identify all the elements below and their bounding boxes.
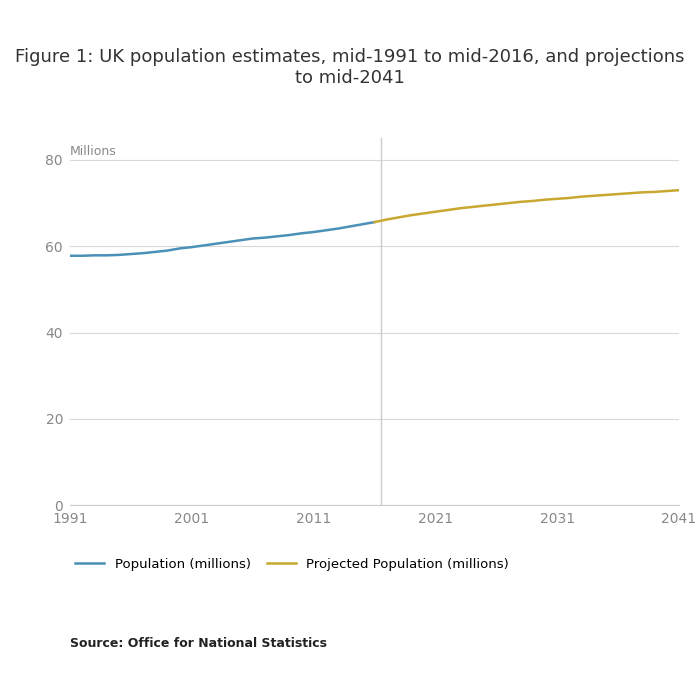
Population (millions) bbox=[334, 224, 342, 233]
Population (millions) bbox=[78, 252, 86, 260]
Projected Population (millions) bbox=[395, 213, 403, 221]
Projected Population (millions) bbox=[650, 188, 659, 196]
Projected Population (millions) bbox=[431, 208, 440, 216]
Population (millions) bbox=[273, 233, 281, 241]
Population (millions) bbox=[139, 249, 147, 257]
Population (millions) bbox=[188, 243, 196, 251]
Population (millions) bbox=[212, 239, 220, 248]
Population (millions) bbox=[224, 238, 232, 246]
Projected Population (millions) bbox=[382, 215, 391, 224]
Projected Population (millions) bbox=[541, 196, 550, 204]
Population (millions) bbox=[346, 222, 354, 230]
Population (millions) bbox=[309, 228, 318, 236]
Line: Projected Population (millions): Projected Population (millions) bbox=[374, 190, 679, 222]
Projected Population (millions) bbox=[468, 203, 476, 211]
Legend: Population (millions), Projected Population (millions): Population (millions), Projected Populat… bbox=[70, 553, 514, 576]
Projected Population (millions) bbox=[638, 188, 647, 197]
Population (millions) bbox=[321, 226, 330, 235]
Projected Population (millions) bbox=[565, 194, 573, 202]
Projected Population (millions) bbox=[443, 206, 452, 215]
Population (millions) bbox=[90, 251, 99, 260]
Population (millions) bbox=[127, 250, 135, 258]
Projected Population (millions) bbox=[528, 197, 537, 205]
Population (millions) bbox=[298, 229, 306, 237]
Population (millions) bbox=[115, 251, 123, 259]
Projected Population (millions) bbox=[517, 198, 525, 206]
Projected Population (millions) bbox=[370, 218, 379, 226]
Projected Population (millions) bbox=[578, 192, 586, 201]
Projected Population (millions) bbox=[614, 190, 622, 198]
Population (millions) bbox=[237, 236, 245, 244]
Text: Figure 1: UK population estimates, mid-1991 to mid-2016, and projections
to mid-: Figure 1: UK population estimates, mid-1… bbox=[15, 48, 685, 87]
Projected Population (millions) bbox=[663, 187, 671, 195]
Population (millions) bbox=[176, 244, 184, 253]
Text: Millions: Millions bbox=[70, 145, 117, 158]
Population (millions) bbox=[163, 246, 172, 255]
Projected Population (millions) bbox=[419, 209, 428, 217]
Projected Population (millions) bbox=[553, 194, 561, 203]
Projected Population (millions) bbox=[589, 192, 598, 200]
Population (millions) bbox=[151, 248, 160, 256]
Projected Population (millions) bbox=[602, 191, 610, 199]
Projected Population (millions) bbox=[480, 201, 489, 210]
Projected Population (millions) bbox=[504, 199, 512, 208]
Population (millions) bbox=[102, 251, 111, 260]
Text: Source: Office for National Statistics: Source: Office for National Statistics bbox=[70, 637, 327, 650]
Projected Population (millions) bbox=[407, 211, 415, 219]
Population (millions) bbox=[199, 242, 208, 250]
Population (millions) bbox=[285, 231, 293, 239]
Population (millions) bbox=[66, 252, 74, 260]
Projected Population (millions) bbox=[456, 204, 464, 212]
Line: Population (millions): Population (millions) bbox=[70, 222, 375, 256]
Projected Population (millions) bbox=[492, 200, 500, 208]
Population (millions) bbox=[370, 218, 379, 226]
Population (millions) bbox=[260, 233, 269, 242]
Population (millions) bbox=[358, 220, 367, 228]
Projected Population (millions) bbox=[675, 186, 683, 194]
Population (millions) bbox=[248, 235, 257, 243]
Projected Population (millions) bbox=[626, 189, 634, 197]
